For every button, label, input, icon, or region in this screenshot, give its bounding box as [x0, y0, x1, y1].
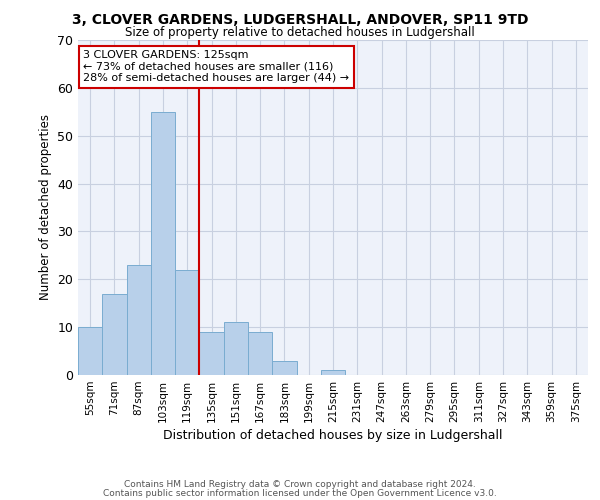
Bar [175, 270, 199, 375]
Bar [224, 322, 248, 375]
Bar [199, 332, 224, 375]
Text: Contains public sector information licensed under the Open Government Licence v3: Contains public sector information licen… [103, 489, 497, 498]
Bar [151, 112, 175, 375]
Bar [78, 327, 102, 375]
Text: Contains HM Land Registry data © Crown copyright and database right 2024.: Contains HM Land Registry data © Crown c… [124, 480, 476, 489]
Bar [272, 360, 296, 375]
Text: 3, CLOVER GARDENS, LUDGERSHALL, ANDOVER, SP11 9TD: 3, CLOVER GARDENS, LUDGERSHALL, ANDOVER,… [72, 12, 528, 26]
Bar [127, 265, 151, 375]
Bar [321, 370, 345, 375]
X-axis label: Distribution of detached houses by size in Ludgershall: Distribution of detached houses by size … [163, 429, 503, 442]
Bar [102, 294, 127, 375]
Text: Size of property relative to detached houses in Ludgershall: Size of property relative to detached ho… [125, 26, 475, 39]
Y-axis label: Number of detached properties: Number of detached properties [38, 114, 52, 300]
Bar [248, 332, 272, 375]
Text: 3 CLOVER GARDENS: 125sqm
← 73% of detached houses are smaller (116)
28% of semi-: 3 CLOVER GARDENS: 125sqm ← 73% of detach… [83, 50, 349, 83]
